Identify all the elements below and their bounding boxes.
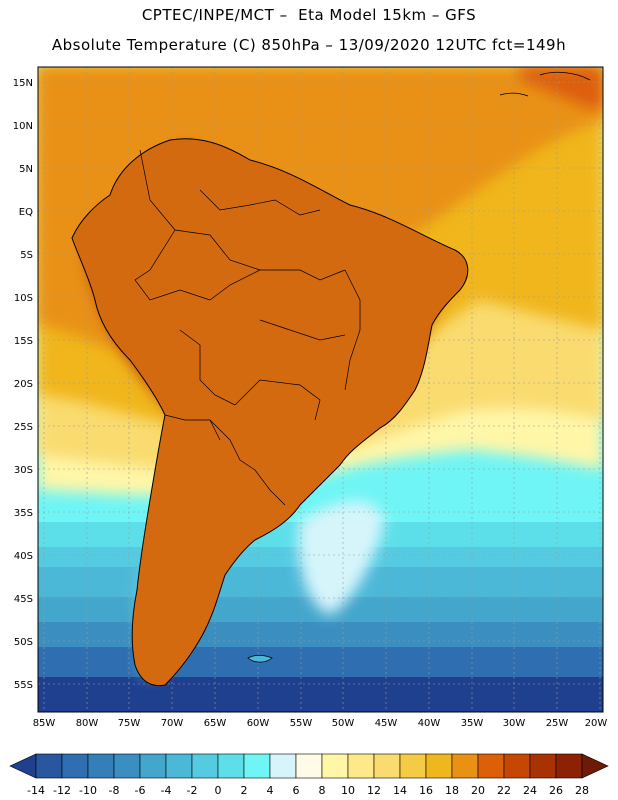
colorbar-swatch bbox=[321, 753, 349, 779]
latitude-labels: 15N 10N 5N EQ 5S 10S 15S 20S 25S 30S 35S… bbox=[13, 78, 33, 691]
lat-label: EQ bbox=[19, 207, 33, 218]
caribbean-islands bbox=[499, 71, 591, 97]
colorbar-legend bbox=[9, 753, 609, 779]
colorbar-swatch bbox=[217, 753, 245, 779]
temperature-field bbox=[38, 67, 603, 712]
colorbar-swatch bbox=[87, 753, 115, 779]
colorbar-label: 18 bbox=[445, 784, 459, 797]
lon-label: 75W bbox=[118, 718, 141, 729]
colorbar-swatch bbox=[425, 753, 453, 779]
colorbar-label: 8 bbox=[319, 784, 326, 797]
colorbar-label: 2 bbox=[241, 784, 248, 797]
lat-label: 10S bbox=[14, 293, 33, 304]
colorbar-label: 10 bbox=[341, 784, 355, 797]
lon-label: 70W bbox=[161, 718, 184, 729]
colorbar-high-arrow bbox=[581, 753, 609, 779]
chart-title-line2: Absolute Temperature (C) 850hPa – 13/09/… bbox=[51, 36, 567, 54]
chart-title-line1: CPTEC/INPE/MCT – Eta Model 15km – GFS bbox=[141, 6, 477, 24]
colorbar-label: 22 bbox=[497, 784, 511, 797]
colorbar-label: -4 bbox=[161, 784, 172, 797]
lat-label: 40S bbox=[14, 551, 33, 562]
colorbar-label: -2 bbox=[187, 784, 198, 797]
colorbar-label: -14 bbox=[27, 784, 45, 797]
colorbar-swatch bbox=[243, 753, 271, 779]
lat-label: 30S bbox=[14, 465, 33, 476]
graticule bbox=[38, 67, 603, 712]
colorbar-label: 0 bbox=[215, 784, 222, 797]
lon-label: 80W bbox=[76, 718, 99, 729]
lon-label: 20W bbox=[585, 718, 608, 729]
colorbar-label: -6 bbox=[135, 784, 146, 797]
lon-label: 60W bbox=[247, 718, 270, 729]
lat-label: 35S bbox=[14, 508, 33, 519]
map-frame bbox=[37, 66, 604, 713]
colorbar-label: 16 bbox=[419, 784, 433, 797]
colorbar-swatch bbox=[451, 753, 479, 779]
colorbar-swatch bbox=[295, 753, 323, 779]
colorbar-swatch bbox=[61, 753, 89, 779]
colorbar-label: 6 bbox=[293, 784, 300, 797]
colorbar-low-arrow bbox=[9, 753, 37, 779]
colorbar-label: 26 bbox=[549, 784, 563, 797]
colorbar-swatch bbox=[113, 753, 141, 779]
colorbar-swatch bbox=[139, 753, 167, 779]
lon-label: 65W bbox=[204, 718, 227, 729]
lon-label: 35W bbox=[461, 718, 484, 729]
colorbar-swatch bbox=[555, 753, 583, 779]
colorbar-label: 4 bbox=[267, 784, 274, 797]
lon-label: 25W bbox=[546, 718, 569, 729]
colorbar-swatch bbox=[399, 753, 427, 779]
colorbar-labels: -14 -12 -10 -8 -6 -4 -2 0 2 4 6 8 10 12 … bbox=[27, 784, 589, 797]
lat-label: 25S bbox=[14, 422, 33, 433]
lon-label: 50W bbox=[332, 718, 355, 729]
lon-label: 55W bbox=[290, 718, 313, 729]
colorbar-swatch bbox=[165, 753, 193, 779]
lon-label: 40W bbox=[418, 718, 441, 729]
colorbar-label: 24 bbox=[523, 784, 537, 797]
colorbar-swatch bbox=[191, 753, 219, 779]
lat-label: 5N bbox=[19, 164, 33, 175]
country-borders bbox=[134, 149, 361, 506]
lat-label: 10N bbox=[13, 121, 33, 132]
lat-label: 15N bbox=[13, 78, 33, 89]
colorbar-label: -12 bbox=[53, 784, 71, 797]
colorbar-label: -10 bbox=[79, 784, 97, 797]
colorbar-label: 20 bbox=[471, 784, 485, 797]
colorbar-label: 12 bbox=[367, 784, 381, 797]
colorbar-swatch bbox=[347, 753, 375, 779]
longitude-labels: 85W 80W 75W 70W 65W 60W 55W 50W 45W 40W … bbox=[33, 718, 608, 729]
lat-label: 5S bbox=[20, 250, 33, 261]
lat-label: 15S bbox=[14, 336, 33, 347]
colorbar-label: 14 bbox=[393, 784, 407, 797]
colorbar-swatch bbox=[529, 753, 557, 779]
colorbar-swatch bbox=[373, 753, 401, 779]
colorbar-label: 28 bbox=[575, 784, 589, 797]
colorbar-label: -8 bbox=[109, 784, 120, 797]
lat-label: 20S bbox=[14, 379, 33, 390]
lat-label: 55S bbox=[14, 680, 33, 691]
lon-label: 45W bbox=[375, 718, 398, 729]
lat-label: 45S bbox=[14, 594, 33, 605]
colorbar-swatch bbox=[503, 753, 531, 779]
lat-label: 50S bbox=[14, 637, 33, 648]
lon-label: 30W bbox=[503, 718, 526, 729]
colorbar-swatch bbox=[35, 753, 63, 779]
falkland-islands bbox=[247, 654, 273, 663]
lon-label: 85W bbox=[33, 718, 56, 729]
colorbar-swatch bbox=[477, 753, 505, 779]
colorbar-swatch bbox=[269, 753, 297, 779]
